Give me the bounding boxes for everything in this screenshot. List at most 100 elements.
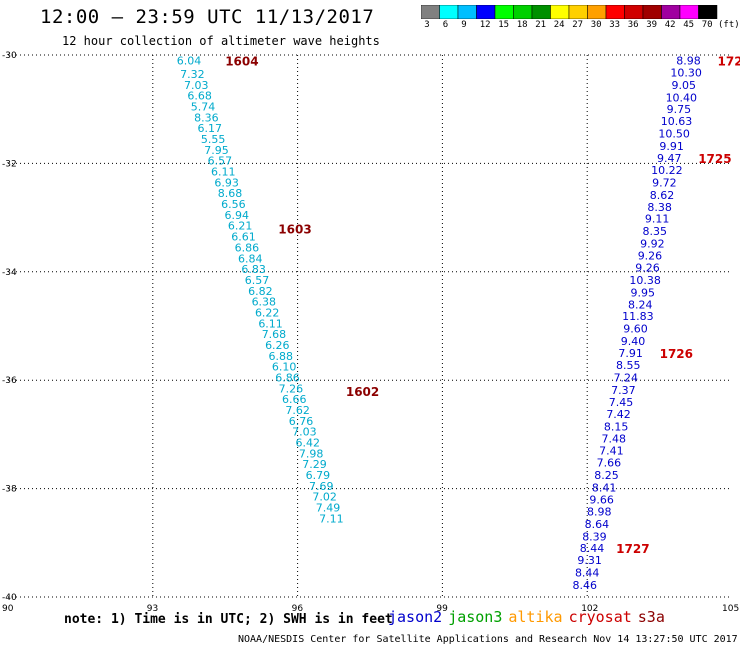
swh-point: 7.45 <box>609 396 634 409</box>
swh-point: 7.62 <box>285 404 310 417</box>
y-tick-label: -40 <box>2 593 17 603</box>
swh-point: 6.93 <box>214 176 239 189</box>
color-scale-label: 42 <box>664 20 676 30</box>
swh-point: 9.11 <box>645 213 670 226</box>
color-scale <box>421 5 718 19</box>
swh-point: 6.56 <box>221 198 246 211</box>
swh-point: 9.31 <box>577 554 602 567</box>
swh-point: 8.64 <box>585 518 610 531</box>
swh-point: 6.83 <box>241 263 266 276</box>
swh-point: 6.68 <box>187 90 212 103</box>
swh-point: 6.11 <box>258 317 283 330</box>
swh-point: 7.41 <box>599 445 624 458</box>
swh-point: 7.26 <box>279 382 304 395</box>
color-scale-label: 30 <box>590 20 602 30</box>
swh-point: 6.10 <box>272 361 297 374</box>
color-scale-label: 6 <box>442 20 449 30</box>
satellite-legend: jason2 jason3 altika cryosat s3a <box>388 608 671 626</box>
swh-point: 8.41 <box>592 482 617 495</box>
legend-entry: s3a <box>637 608 665 626</box>
track-time-label: 1727 <box>616 542 649 556</box>
swh-point: 9.95 <box>630 286 655 299</box>
swh-point: 9.26 <box>635 261 660 274</box>
swh-point: 9.92 <box>640 238 665 251</box>
swh-point: 7.69 <box>309 480 334 493</box>
swh-point: 8.15 <box>604 420 629 433</box>
swh-point: 8.38 <box>647 201 672 214</box>
color-scale-label: 3 <box>424 20 430 30</box>
swh-point: 9.60 <box>623 323 648 336</box>
swh-point: 10.22 <box>651 164 683 177</box>
swh-point: 6.76 <box>289 415 314 428</box>
x-tick-label: 99 <box>436 604 448 614</box>
swh-point: 9.26 <box>638 250 663 263</box>
swh-point: 7.98 <box>299 447 324 460</box>
swh-point: 6.26 <box>265 339 290 352</box>
chart-title: 12:00 – 23:59 UTC 11/13/2017 <box>40 6 375 28</box>
color-scale-label: 12 <box>479 20 491 30</box>
swh-point: 6.82 <box>248 285 273 298</box>
swh-point: 6.86 <box>275 371 300 384</box>
track-time-label: 1726 <box>660 347 693 361</box>
swh-point: 9.47 <box>657 152 682 165</box>
swh-point: 7.29 <box>302 458 327 471</box>
swh-point: 8.25 <box>594 469 619 482</box>
track-time-label: 1724 <box>718 54 740 68</box>
legend-entry: jason2 <box>388 608 443 626</box>
swh-point: 11.83 <box>622 310 654 323</box>
swh-point: 10.63 <box>661 115 693 128</box>
swh-point: 8.98 <box>676 54 701 67</box>
swh-point: 9.72 <box>652 176 677 189</box>
swh-point: 10.30 <box>670 66 702 79</box>
y-tick-label: -30 <box>2 51 17 61</box>
color-scale-label: 9 <box>461 20 467 30</box>
swh-point: 7.48 <box>601 433 626 446</box>
legend-entry: altika <box>508 608 563 626</box>
swh-point: 10.50 <box>658 128 690 141</box>
swh-point: 7.95 <box>204 144 229 157</box>
track-time-label: 1725 <box>698 152 731 166</box>
x-tick-label: 93 <box>147 604 158 614</box>
swh-point: 7.37 <box>611 384 636 397</box>
swh-point: 8.68 <box>218 187 243 200</box>
swh-point: 8.44 <box>580 542 605 555</box>
swh-point: 7.03 <box>184 79 209 92</box>
track-time-label: 1602 <box>346 385 379 399</box>
swh-point: 8.55 <box>616 359 641 372</box>
swh-point: 9.91 <box>659 140 684 153</box>
color-scale-label: 24 <box>553 20 565 30</box>
swh-point: 7.02 <box>312 491 337 504</box>
swh-point: 8.24 <box>628 298 653 311</box>
swh-point: 9.66 <box>589 493 614 506</box>
swh-point: 6.21 <box>228 220 253 233</box>
swh-point: 6.88 <box>268 350 293 363</box>
color-scale-label: 36 <box>627 20 639 30</box>
swh-point: 8.35 <box>643 225 668 238</box>
swh-point: 8.46 <box>573 579 598 592</box>
swh-point: 7.91 <box>618 347 643 360</box>
swh-point: 7.49 <box>316 502 341 515</box>
color-scale-label: 21 <box>535 20 547 30</box>
swh-point: 7.68 <box>262 328 287 341</box>
color-scale-label: 45 <box>683 20 695 30</box>
swh-point: 5.74 <box>191 100 216 113</box>
color-scale-label: 27 <box>572 20 584 30</box>
swh-point: 7.66 <box>597 457 622 470</box>
swh-point: 7.32 <box>180 68 205 81</box>
color-scale-label: 15 <box>498 20 510 30</box>
color-scale-label: 33 <box>609 20 621 30</box>
swh-point: 6.57 <box>208 155 233 168</box>
color-scale-label: 70 <box>701 20 713 30</box>
x-tick-label: 96 <box>292 604 304 614</box>
x-tick-label: 90 <box>2 604 14 614</box>
swh-point: 6.66 <box>282 393 307 406</box>
swh-point: 6.57 <box>245 274 270 287</box>
swh-point: 8.98 <box>587 505 612 518</box>
x-tick-label: 105 <box>722 604 739 614</box>
x-tick-label: 102 <box>581 604 598 614</box>
y-tick-label: -36 <box>2 376 17 386</box>
swh-point: 10.38 <box>629 274 661 287</box>
swh-point: 9.75 <box>667 103 692 116</box>
color-scale-label: 18 <box>516 20 528 30</box>
swh-point: 8.44 <box>575 567 600 580</box>
